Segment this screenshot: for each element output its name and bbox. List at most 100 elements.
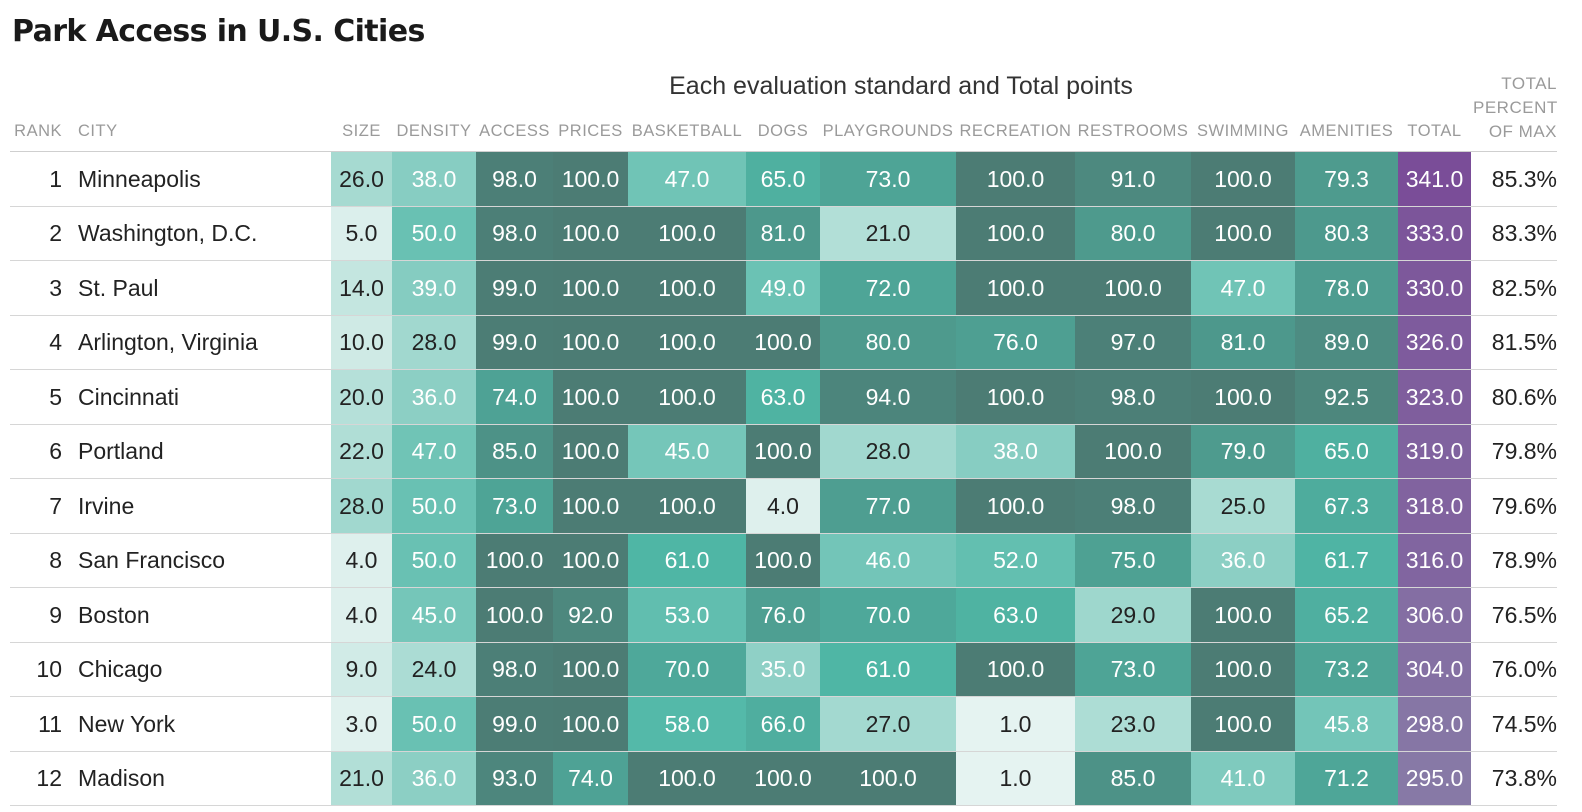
restrooms-cell: 23.0 <box>1075 697 1191 752</box>
prices-cell: 100.0 <box>553 479 628 534</box>
col-header-basketball: BASKETBALL <box>631 122 743 140</box>
rank-cell: 3 <box>49 274 62 301</box>
size-cell: 20.0 <box>331 370 392 425</box>
basketball-cell: 100.0 <box>628 206 746 261</box>
row-divider <box>10 696 1557 697</box>
total-cell: 306.0 <box>1398 588 1471 643</box>
access-cell: 98.0 <box>476 206 553 261</box>
amenities-cell: 92.5 <box>1295 370 1398 425</box>
dogs-cell: 100.0 <box>746 533 820 588</box>
playgrounds-cell: 46.0 <box>820 533 956 588</box>
city-cell: San Francisco <box>78 547 226 574</box>
amenities-cell: 65.2 <box>1295 588 1398 643</box>
access-cell: 99.0 <box>476 315 553 370</box>
size-cell: 21.0 <box>331 751 392 806</box>
swimming-cell: 100.0 <box>1191 152 1295 207</box>
prices-cell: 100.0 <box>553 152 628 207</box>
basketball-cell: 70.0 <box>628 642 746 697</box>
table-row: 8 San Francisco 4.0 50.0 100.0 100.0 61.0 100.0… <box>0 533 1582 588</box>
density-cell: 50.0 <box>392 533 476 588</box>
total-cell: 318.0 <box>1398 479 1471 534</box>
rank-cell: 7 <box>49 492 62 519</box>
col-header-rank: RANK <box>14 122 62 140</box>
swimming-cell: 100.0 <box>1191 206 1295 261</box>
restrooms-cell: 98.0 <box>1075 479 1191 534</box>
total-cell: 295.0 <box>1398 751 1471 806</box>
swimming-cell: 41.0 <box>1191 751 1295 806</box>
percent-header-line: OF MAX <box>1488 122 1557 141</box>
row-divider <box>10 805 1557 806</box>
size-cell: 5.0 <box>331 206 392 261</box>
size-cell: 3.0 <box>331 697 392 752</box>
total-cell: 319.0 <box>1398 424 1471 479</box>
prices-cell: 100.0 <box>553 206 628 261</box>
table-row: 5 Cincinnati 20.0 36.0 74.0 100.0 100.0 63.0 94.… <box>0 370 1582 425</box>
dogs-cell: 63.0 <box>746 370 820 425</box>
row-divider <box>10 314 1557 316</box>
total-cell: 298.0 <box>1398 697 1471 752</box>
size-cell: 22.0 <box>331 424 392 479</box>
row-divider <box>10 260 1557 261</box>
amenities-cell: 65.0 <box>1295 424 1398 479</box>
restrooms-cell: 29.0 <box>1075 588 1191 643</box>
recreation-cell: 1.0 <box>956 751 1075 806</box>
prices-cell: 100.0 <box>553 424 628 479</box>
total-cell: 330.0 <box>1398 261 1471 316</box>
rank-cell: 1 <box>49 165 62 192</box>
percent-of-max-cell: 85.3% <box>1491 165 1557 192</box>
total-cell: 304.0 <box>1398 642 1471 697</box>
rank-cell: 12 <box>36 765 62 792</box>
percent-of-max-cell: 74.5% <box>1491 710 1557 737</box>
percent-of-max-cell: 79.8% <box>1491 438 1557 465</box>
swimming-cell: 79.0 <box>1191 424 1295 479</box>
recreation-cell: 100.0 <box>956 261 1075 316</box>
size-cell: 4.0 <box>331 533 392 588</box>
row-divider <box>10 205 1557 207</box>
col-header-density: DENSITY <box>396 122 472 140</box>
access-cell: 100.0 <box>476 588 553 643</box>
col-header-access: ACCESS <box>479 122 550 140</box>
total-cell: 326.0 <box>1398 315 1471 370</box>
density-cell: 47.0 <box>392 424 476 479</box>
size-cell: 10.0 <box>331 315 392 370</box>
playgrounds-cell: 21.0 <box>820 206 956 261</box>
basketball-cell: 100.0 <box>628 370 746 425</box>
basketball-cell: 53.0 <box>628 588 746 643</box>
city-cell: Minneapolis <box>78 165 201 192</box>
row-divider <box>10 423 1557 425</box>
restrooms-cell: 91.0 <box>1075 152 1191 207</box>
col-header-swimming: SWIMMING <box>1197 122 1289 140</box>
playgrounds-cell: 94.0 <box>820 370 956 425</box>
playgrounds-cell: 80.0 <box>820 315 956 370</box>
playgrounds-cell: 27.0 <box>820 697 956 752</box>
swimming-cell: 47.0 <box>1191 261 1295 316</box>
percent-of-max-cell: 78.9% <box>1491 547 1557 574</box>
basketball-cell: 47.0 <box>628 152 746 207</box>
city-cell: Cincinnati <box>78 383 179 410</box>
size-cell: 26.0 <box>331 152 392 207</box>
access-cell: 98.0 <box>476 642 553 697</box>
prices-cell: 100.0 <box>553 370 628 425</box>
recreation-cell: 100.0 <box>956 152 1075 207</box>
city-cell: Portland <box>78 438 164 465</box>
swimming-cell: 25.0 <box>1191 479 1295 534</box>
prices-cell: 92.0 <box>553 588 628 643</box>
amenities-cell: 67.3 <box>1295 479 1398 534</box>
recreation-cell: 63.0 <box>956 588 1075 643</box>
percent-of-max-cell: 80.6% <box>1491 383 1557 410</box>
row-divider <box>10 641 1557 643</box>
density-cell: 28.0 <box>392 315 476 370</box>
restrooms-cell: 98.0 <box>1075 370 1191 425</box>
playgrounds-cell: 77.0 <box>820 479 956 534</box>
playgrounds-cell: 73.0 <box>820 152 956 207</box>
density-cell: 39.0 <box>392 261 476 316</box>
density-cell: 36.0 <box>392 751 476 806</box>
amenities-cell: 80.3 <box>1295 206 1398 261</box>
percent-of-max-cell: 83.3% <box>1491 220 1557 247</box>
density-cell: 50.0 <box>392 206 476 261</box>
rank-cell: 4 <box>49 329 62 356</box>
percent-of-max-cell: 79.6% <box>1491 492 1557 519</box>
prices-cell: 100.0 <box>553 261 628 316</box>
total-cell: 323.0 <box>1398 370 1471 425</box>
recreation-cell: 100.0 <box>956 206 1075 261</box>
